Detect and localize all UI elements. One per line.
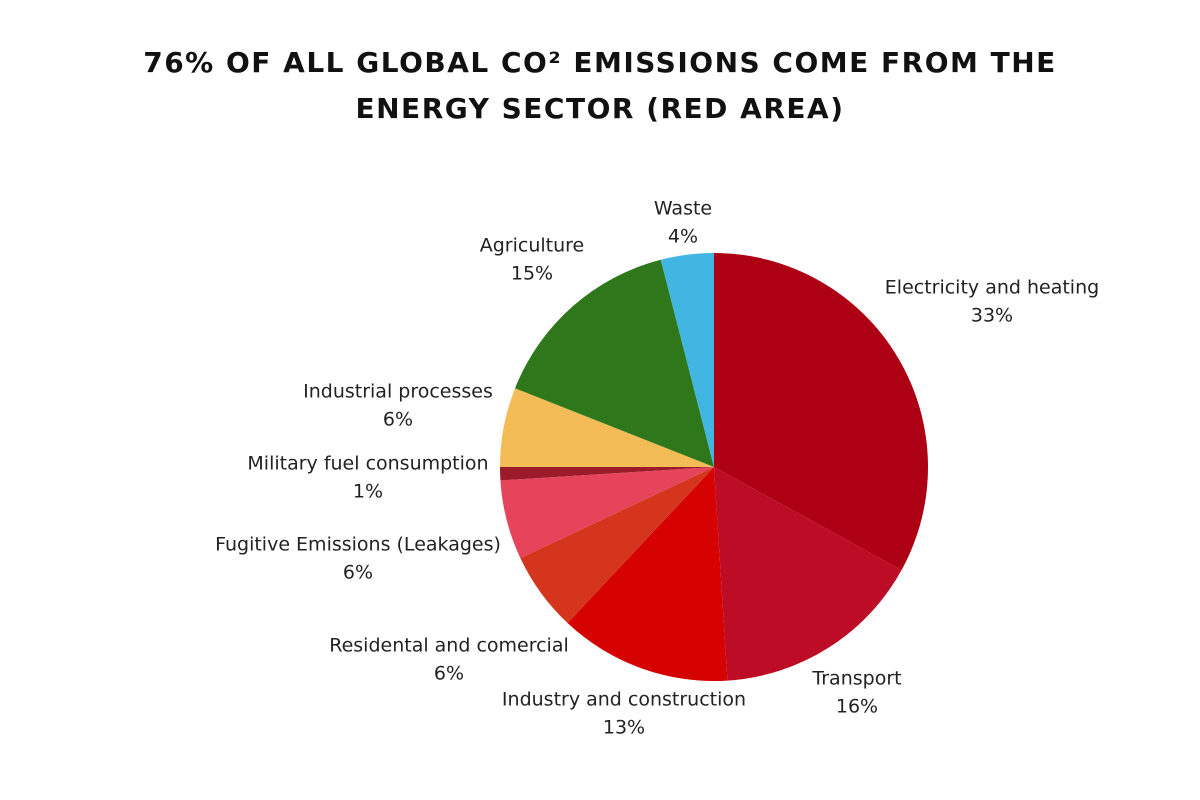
pie-slice bbox=[520, 467, 714, 623]
pie-slice bbox=[714, 253, 928, 571]
pie-slice bbox=[567, 467, 728, 681]
slice-value-label: 4% bbox=[668, 226, 698, 248]
slice-value-label: 13% bbox=[603, 717, 645, 739]
pie-slice bbox=[714, 467, 902, 681]
slice-value-label: 33% bbox=[971, 305, 1013, 327]
slice-label: Military fuel consumption bbox=[247, 453, 488, 475]
slice-value-label: 15% bbox=[511, 263, 553, 285]
chart-title: 76% OF ALL GLOBAL CO² EMISSIONS COME FRO… bbox=[143, 46, 1057, 125]
slice-label: Agriculture bbox=[480, 235, 585, 257]
pie-slice bbox=[500, 388, 714, 467]
pie-slice bbox=[500, 467, 714, 559]
slice-value-label: 16% bbox=[836, 696, 878, 718]
slice-value-label: 1% bbox=[353, 481, 383, 503]
pie-slice bbox=[660, 253, 714, 467]
slice-label: Industrial processes bbox=[303, 381, 493, 403]
slice-label: Transport bbox=[811, 668, 901, 690]
slice-label: Fugitive Emissions (Leakages) bbox=[215, 534, 501, 556]
slice-value-label: 6% bbox=[434, 663, 464, 685]
slice-label: Residental and comercial bbox=[329, 635, 569, 657]
slice-value-label: 6% bbox=[383, 409, 413, 431]
slice-value-label: 6% bbox=[343, 562, 373, 584]
pie-slice bbox=[515, 259, 714, 467]
slice-label: Electricity and heating bbox=[885, 277, 1099, 299]
slice-label: Industry and construction bbox=[502, 689, 746, 711]
slice-label: Waste bbox=[654, 198, 712, 220]
pie-slice bbox=[500, 467, 714, 481]
